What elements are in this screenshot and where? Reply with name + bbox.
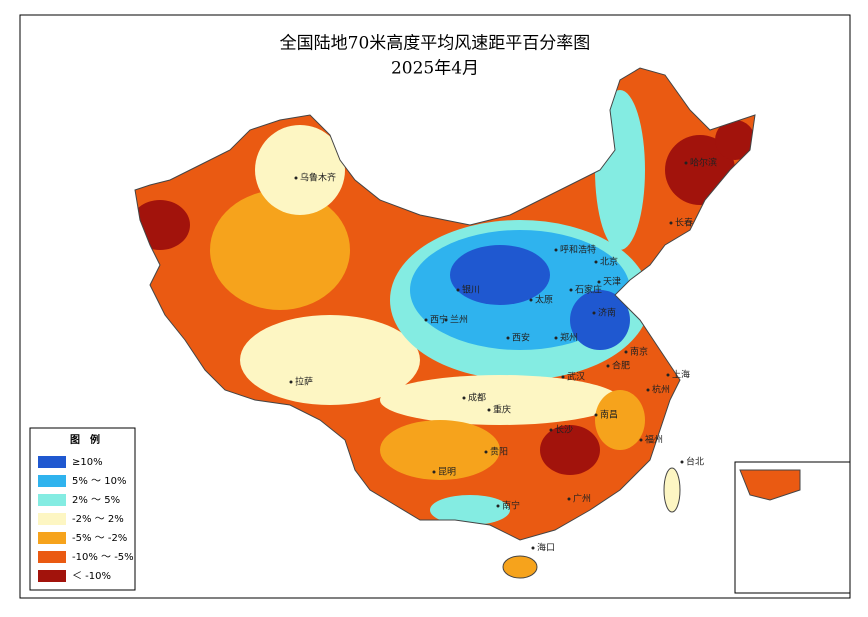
city-dot [444,318,448,322]
city-label: 兰州 [450,314,468,326]
city-dot [569,288,573,292]
city-label: 武汉 [567,371,585,383]
legend-label: 5% ～ 10% [72,476,126,487]
city-dot [680,460,684,464]
city-dot [554,336,558,340]
city-label: 长春 [675,217,693,229]
city-dot [506,336,510,340]
city-dot [424,318,428,322]
legend-swatch [38,494,66,506]
city-label: 南京 [630,346,648,358]
taiwan [663,467,681,513]
legend-box [29,427,136,591]
city-label: 长沙 [555,424,573,436]
subtitle: 2025年4月 [391,59,479,79]
city-dot [594,260,598,264]
city-label: 银川 [462,284,480,296]
city-label: 杭州 [652,384,670,396]
city-label: 合肥 [612,360,630,372]
hainan [502,555,538,579]
city-dot [666,373,670,377]
city-label: 南昌 [600,409,618,421]
legend-label: -5% ～ -2% [72,533,127,544]
city-dot [639,438,643,442]
city-dot [432,470,436,474]
frame [19,14,851,599]
city-dot [624,350,628,354]
city-dot [684,161,688,165]
city-dot [594,413,598,417]
city-label: 南宁 [502,500,520,512]
legend-label: ＜ -10% [72,571,111,582]
city-label: 北京 [600,256,618,268]
city-dot [531,546,535,550]
city-label: 广州 [573,493,591,505]
legend-swatch [38,513,66,525]
legend-swatch [38,456,66,468]
legend: 图 例 ≥10% 5% ～ 10% 2% ～ 5% -2% ～ 2% -5% ～ -2%… [29,427,136,591]
city-dot [462,396,466,400]
city-label: 天津 [603,277,621,288]
city-label: 海口 [537,542,555,554]
city-label: 台北 [686,456,704,468]
city-label: 乌鲁木齐 [300,172,336,184]
city-label: 重庆 [493,404,511,416]
inset-map [739,469,801,501]
city-label: 成都 [468,392,486,404]
city-dot [597,280,601,284]
city-label: 石家庄 [575,284,602,296]
city-dot [669,221,673,225]
legend-label: ≥10% [72,457,103,468]
city-dot [484,450,488,454]
city-label: 太原 [535,294,553,306]
city-dot [487,408,491,412]
city-dot [289,380,293,384]
city-label: 郑州 [560,332,578,344]
city-label: 济南 [598,307,616,319]
city-dot [561,375,565,379]
city-dot [554,248,558,252]
city-label: 拉萨 [295,376,313,388]
city-dot [606,364,610,368]
city-label: 西安 [512,332,530,344]
city-dot [549,428,553,432]
legend-swatch [38,475,66,487]
city-label: 贵阳 [490,446,508,458]
legend-swatch [38,551,66,563]
city-dot [567,497,571,501]
city-label: 西宁 [430,314,448,326]
legend-label: -2% ～ 2% [72,514,124,525]
city-dot [294,176,298,180]
city-dot [592,311,596,315]
city-dot [529,298,533,302]
title: 全国陆地70米高度平均风速距平百分率图 [280,34,591,54]
legend-label: 2% ～ 5% [72,495,120,506]
city-label: 昆明 [438,467,456,478]
city-dot [456,288,460,292]
city-label: 上海 [672,369,690,381]
legend-label: -10% ～ -5% [72,552,134,563]
legend-swatch [38,570,66,582]
city-dot [496,504,500,508]
legend-title: 图 例 [70,433,100,446]
city-label: 福州 [645,434,663,446]
city-dot [646,388,650,392]
legend-swatch [38,532,66,544]
city-label: 哈尔滨 [690,157,717,169]
city-label: 呼和浩特 [560,244,596,256]
